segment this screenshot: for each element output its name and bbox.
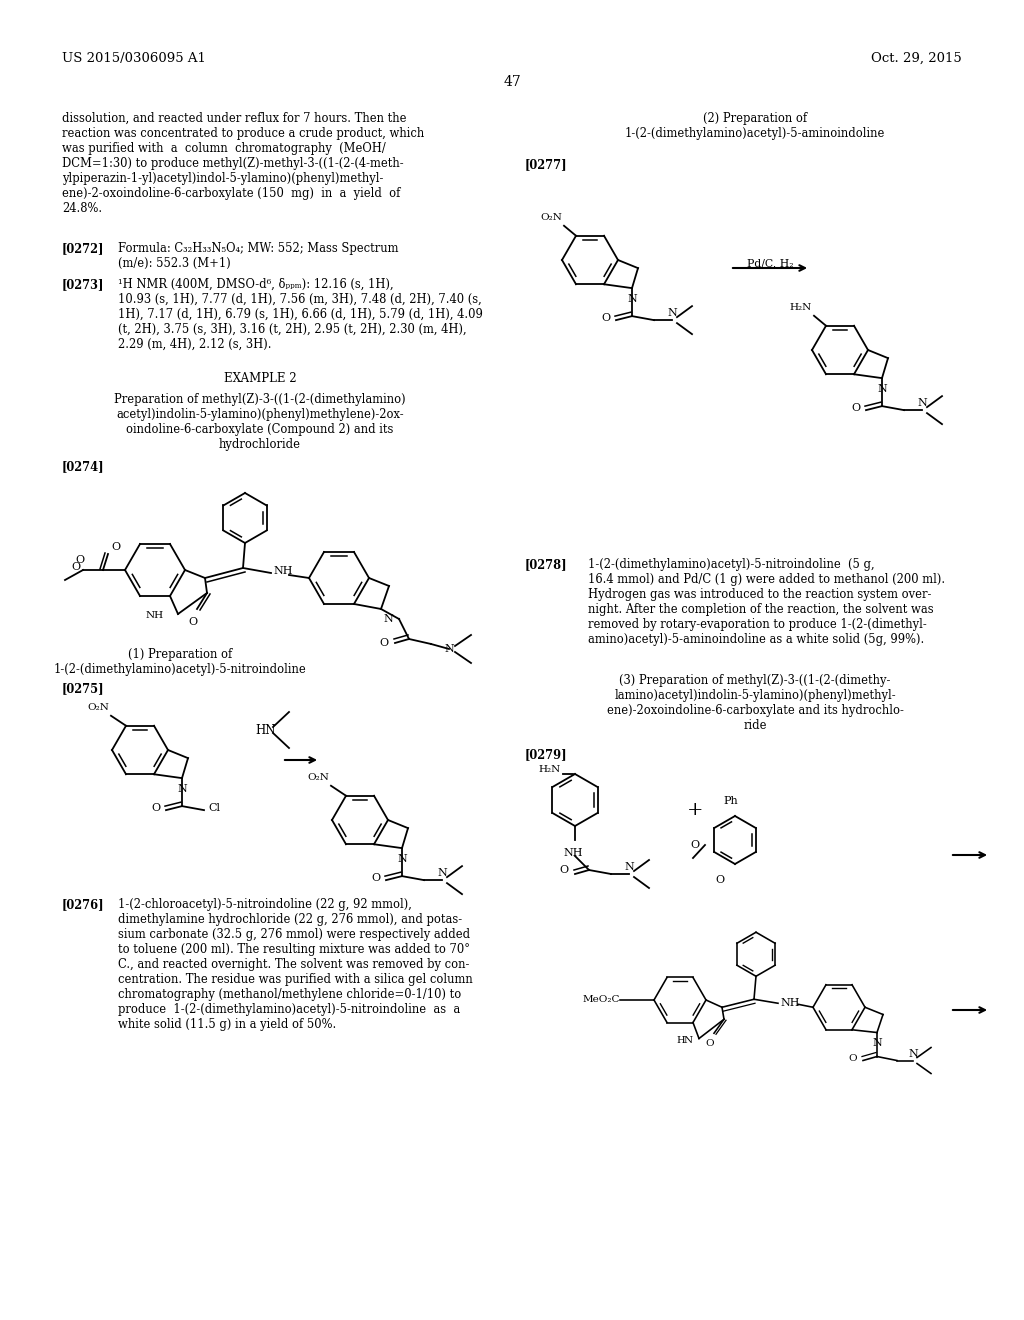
Text: (3) Preparation of methyl(Z)-3-((1-(2-(dimethy-
lamino)acetyl)indolin-5-ylamino): (3) Preparation of methyl(Z)-3-((1-(2-(d…	[606, 675, 903, 733]
Text: EXAMPLE 2: EXAMPLE 2	[223, 372, 296, 385]
Text: N: N	[397, 854, 407, 865]
Text: NH: NH	[780, 998, 800, 1008]
Text: O₂N: O₂N	[540, 213, 562, 222]
Text: 47: 47	[503, 75, 521, 88]
Text: NH: NH	[273, 566, 293, 576]
Text: NH: NH	[145, 611, 164, 620]
Text: [0278]: [0278]	[525, 558, 567, 572]
Text: (2) Preparation of
1-(2-(dimethylamino)acetyl)-5-aminoindoline: (2) Preparation of 1-(2-(dimethylamino)a…	[625, 112, 885, 140]
Text: N: N	[878, 384, 887, 395]
Text: N: N	[908, 1048, 918, 1059]
Text: Ph: Ph	[724, 796, 738, 807]
Text: Oct. 29, 2015: Oct. 29, 2015	[871, 51, 962, 65]
Text: Cl: Cl	[208, 803, 220, 813]
Text: NH: NH	[563, 847, 583, 858]
Text: N: N	[872, 1038, 882, 1048]
Text: H₂N: H₂N	[790, 302, 812, 312]
Text: O: O	[848, 1053, 857, 1063]
Text: 1-(2-chloroacetyl)-5-nitroindoline (22 g, 92 mmol),
dimethylamine hydrochloride : 1-(2-chloroacetyl)-5-nitroindoline (22 g…	[118, 898, 473, 1031]
Text: O₂N: O₂N	[307, 772, 329, 781]
Text: N: N	[667, 308, 677, 318]
Text: O: O	[851, 403, 860, 413]
Text: O₂N: O₂N	[87, 702, 109, 711]
Text: Preparation of methyl(Z)-3-((1-(2-(dimethylamino)
acetyl)indolin-5-ylamino)(phen: Preparation of methyl(Z)-3-((1-(2-(dimet…	[115, 393, 406, 451]
Text: H: H	[677, 1036, 685, 1045]
Text: [0275]: [0275]	[62, 682, 104, 696]
Text: N: N	[177, 784, 186, 795]
Text: MeO₂C: MeO₂C	[583, 995, 620, 1005]
Text: O: O	[371, 873, 380, 883]
Text: dissolution, and reacted under reflux for 7 hours. Then the
reaction was concent: dissolution, and reacted under reflux fo…	[62, 112, 424, 215]
Text: [0279]: [0279]	[525, 748, 567, 762]
Text: O: O	[188, 616, 198, 627]
Text: N: N	[918, 399, 927, 408]
Text: Formula: C₃₂H₃₃N₅O₄; MW: 552; Mass Spectrum
(m/e): 552.3 (M+1): Formula: C₃₂H₃₃N₅O₄; MW: 552; Mass Spect…	[118, 242, 398, 271]
Text: ¹H NMR (400M, DMSO-d⁶, δₚₚₘ): 12.16 (s, 1H),
10.93 (s, 1H), 7.77 (d, 1H), 7.56 (: ¹H NMR (400M, DMSO-d⁶, δₚₚₘ): 12.16 (s, …	[118, 279, 483, 351]
Text: US 2015/0306095 A1: US 2015/0306095 A1	[62, 51, 206, 65]
Text: [0273]: [0273]	[62, 279, 104, 290]
Text: O: O	[706, 1039, 715, 1048]
Text: [0274]: [0274]	[62, 459, 104, 473]
Text: [0272]: [0272]	[62, 242, 104, 255]
Text: N: N	[437, 869, 446, 878]
Text: [0277]: [0277]	[525, 158, 567, 172]
Text: 1-(2-(dimethylamino)acetyl)-5-nitroindoline  (5 g,
16.4 mmol) and Pd/C (1 g) wer: 1-(2-(dimethylamino)acetyl)-5-nitroindol…	[588, 558, 945, 645]
Text: O: O	[601, 313, 610, 323]
Text: (1) Preparation of
1-(2-(dimethylamino)acetyl)-5-nitroindoline: (1) Preparation of 1-(2-(dimethylamino)a…	[53, 648, 306, 676]
Text: O: O	[111, 543, 120, 552]
Text: O: O	[151, 803, 160, 813]
Text: HN: HN	[255, 723, 275, 737]
Text: N: N	[684, 1036, 693, 1045]
Text: O: O	[76, 554, 85, 565]
Text: N: N	[627, 294, 637, 304]
Text: O: O	[560, 865, 569, 875]
Text: H₂N: H₂N	[539, 766, 561, 775]
Text: N: N	[383, 614, 393, 624]
Text: [0276]: [0276]	[62, 898, 104, 911]
Text: O: O	[716, 875, 725, 884]
Text: N: N	[444, 644, 454, 653]
Text: O: O	[690, 840, 699, 850]
Text: O: O	[72, 562, 81, 572]
Text: +: +	[687, 801, 703, 818]
Text: Pd/C, H₂: Pd/C, H₂	[746, 257, 794, 268]
Text: O: O	[380, 638, 389, 648]
Text: N: N	[624, 862, 634, 873]
